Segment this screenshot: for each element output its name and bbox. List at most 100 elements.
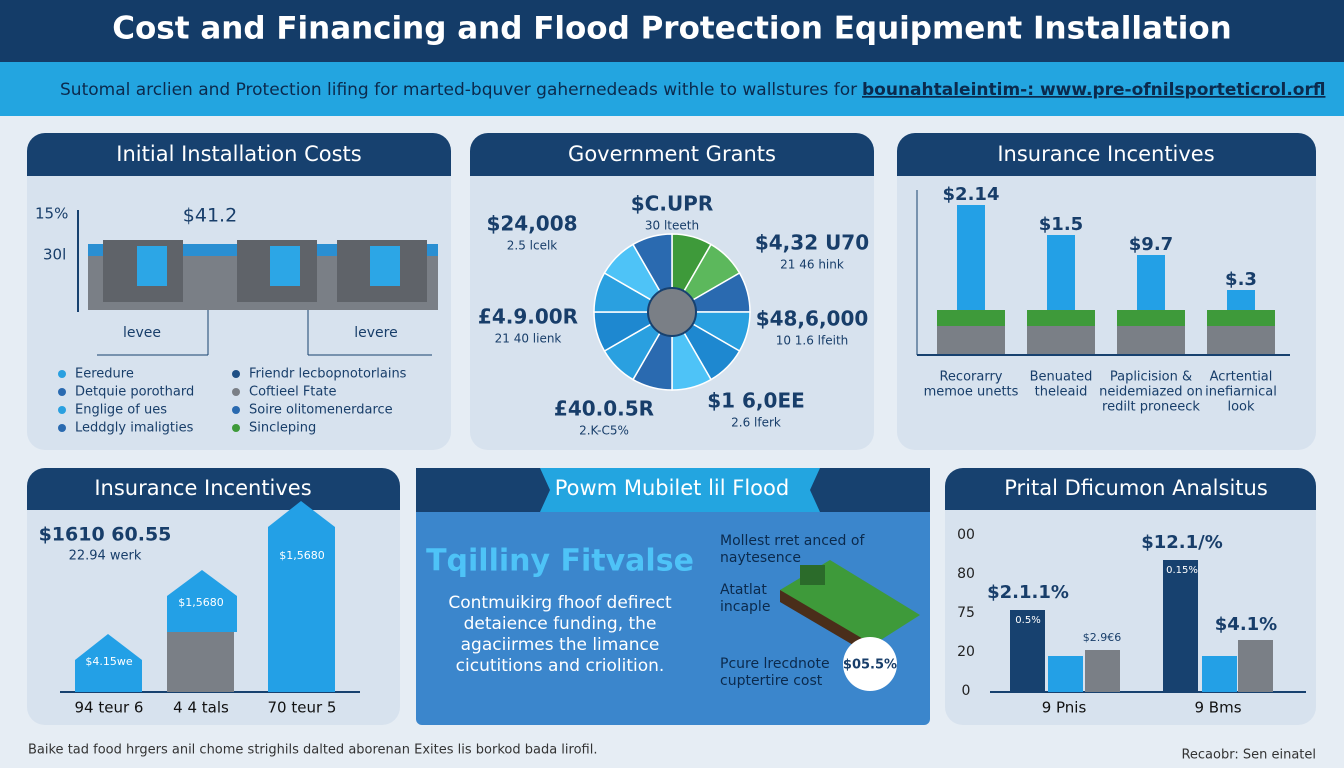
axis-label: 15%: [35, 205, 68, 223]
footer-source: Recaobr: Sen einatel: [1181, 748, 1316, 763]
legend-dot: [58, 388, 66, 396]
bar: [1202, 656, 1237, 692]
panel: Prital Dficumon Analsitus 00 80 75 20 0 $2.1.…: [945, 468, 1316, 725]
grant-sub: 21 46 hink: [780, 258, 844, 272]
subtitle: Sutomal arclien and Protection lifing fo…: [60, 80, 857, 100]
bar-label: $9.7: [1129, 234, 1173, 255]
grant-value: $C.UPR: [631, 192, 714, 216]
bar-label: $1,5680: [279, 549, 325, 562]
grant-sub: 21 40 lienk: [495, 332, 562, 346]
bar-base: [1027, 326, 1095, 354]
bar: [75, 634, 142, 692]
legend-dot: [232, 370, 240, 378]
grant-value: £40.0.5R: [554, 397, 654, 421]
bar: [1048, 656, 1083, 692]
footer-note: Baike tad food hrgers anil chome strighi…: [28, 743, 597, 758]
category-label: redilt proneeck: [1102, 400, 1200, 415]
bar-base: [1117, 310, 1185, 326]
panel-title: Government Grants: [568, 142, 776, 166]
body-line: cicutitions and criolition.: [456, 656, 665, 676]
levee-label: levee: [123, 325, 161, 341]
legend-dot: [58, 370, 66, 378]
header-bar: [0, 0, 1344, 62]
legend-dot: [58, 406, 66, 414]
axis-label: 30l: [43, 246, 66, 264]
category-label: Paplicision &: [1110, 370, 1192, 385]
panel: Insurance Incentives $2.14 Recorarrymemoe…: [897, 133, 1316, 450]
bar-label: $4.15we: [85, 655, 132, 668]
heading: Tqilliny Fitvalse: [426, 544, 694, 579]
grant-sub: 2.5 lcelk: [507, 239, 558, 253]
grant-sub: 10 1.6 lfeith: [776, 334, 849, 348]
category-label: Recorarry: [939, 370, 1002, 385]
grant-value: £4.9.00R: [478, 305, 578, 329]
value-label: $2.9€6: [1083, 631, 1122, 644]
category-label: 94 teur 6: [75, 699, 144, 717]
headline: $1610 60.55: [39, 524, 172, 546]
bar-label: $.3: [1225, 269, 1257, 290]
legend-label: Friendr lecbopnotorlains: [249, 367, 407, 382]
category-label: Benuated: [1030, 370, 1093, 385]
y-tick-label: 20: [957, 644, 975, 660]
panel: Insurance Incentives $1610 60.55 22.94 w…: [27, 468, 400, 725]
legend-label: Detquie porothard: [75, 385, 194, 400]
legend-dot: [58, 424, 66, 432]
category-label: 9 Bms: [1194, 699, 1241, 717]
bar-base: [1027, 310, 1095, 326]
bar-label: $1,5680: [178, 596, 224, 609]
panel-title: Powm Mubilet lil Flood: [555, 476, 789, 500]
link[interactable]: bounahtaleintim-: www.pre-ofnilsportetic…: [862, 80, 1325, 100]
value-label: $41.2: [183, 205, 237, 227]
bar-base: [1207, 310, 1275, 326]
value-label: 0.15%: [1166, 565, 1198, 576]
badge: $05.5%: [843, 658, 897, 673]
panel: Initial Installation Costs 15% 30l $41.2…: [27, 133, 451, 450]
panel: Powm Mubilet lil Flood Tqilliny Fitvalse…: [416, 468, 930, 725]
legend-label: Coftieel Ftate: [249, 385, 336, 400]
body-line: Contmuikirg fhoof defirect: [448, 593, 672, 613]
feature-label: Mollest rret anced of: [720, 533, 865, 549]
panel: Government Grants $C.UPR 30 lteeth $24,008…: [470, 133, 874, 450]
bar: [1085, 650, 1120, 692]
grant-sub: 30 lteeth: [645, 219, 699, 233]
legend-label: Sincleping: [249, 421, 316, 436]
grant-sub: 2.6 lferk: [731, 416, 781, 430]
feature-label: naytesence: [720, 550, 801, 566]
legend-label: Leddgly imaligties: [75, 421, 194, 436]
bar-base: [937, 326, 1005, 354]
category-label: inefiarnical: [1205, 385, 1277, 400]
value-label: 0.5%: [1015, 615, 1040, 626]
feature-label: incaple: [720, 599, 770, 615]
bar: [268, 501, 335, 692]
y-tick-label: 75: [957, 605, 975, 621]
legend-label: Soire olitomenerdarce: [249, 403, 393, 418]
legend-dot: [232, 406, 240, 414]
category-label: Acrtential: [1210, 370, 1273, 385]
category-label: 9 Pnis: [1042, 699, 1087, 717]
panel-title: Initial Installation Costs: [116, 142, 361, 166]
bar-label: $1.5: [1039, 214, 1083, 235]
subtitle-bar: [0, 62, 1344, 116]
bar-base: [1117, 326, 1185, 354]
levee-label: levere: [354, 325, 397, 341]
grant-value: $1 6,0EE: [707, 389, 805, 413]
bar: [1163, 560, 1198, 692]
value-label: $2.1.1%: [987, 582, 1069, 603]
category-label: 4 4 tals: [173, 699, 229, 717]
bar: [167, 570, 237, 632]
bar-base: [1207, 326, 1275, 354]
legend-dot: [232, 424, 240, 432]
headline-sub: 22.94 werk: [69, 549, 142, 564]
y-tick-label: 00: [957, 527, 975, 543]
bar: [1010, 610, 1045, 692]
category-label: neidemiazed on: [1099, 385, 1203, 400]
grant-value: $4,32 U70: [755, 231, 869, 255]
category-label: 70 teur 5: [268, 699, 337, 717]
panel-title: Insurance Incentives: [94, 476, 311, 500]
feature-label: Pcure lrecdnote: [720, 656, 830, 672]
y-tick-label: 80: [957, 566, 975, 582]
y-tick-label: 0: [962, 683, 971, 699]
bar: [957, 205, 985, 325]
grant-value: $48,6,000: [756, 307, 869, 331]
